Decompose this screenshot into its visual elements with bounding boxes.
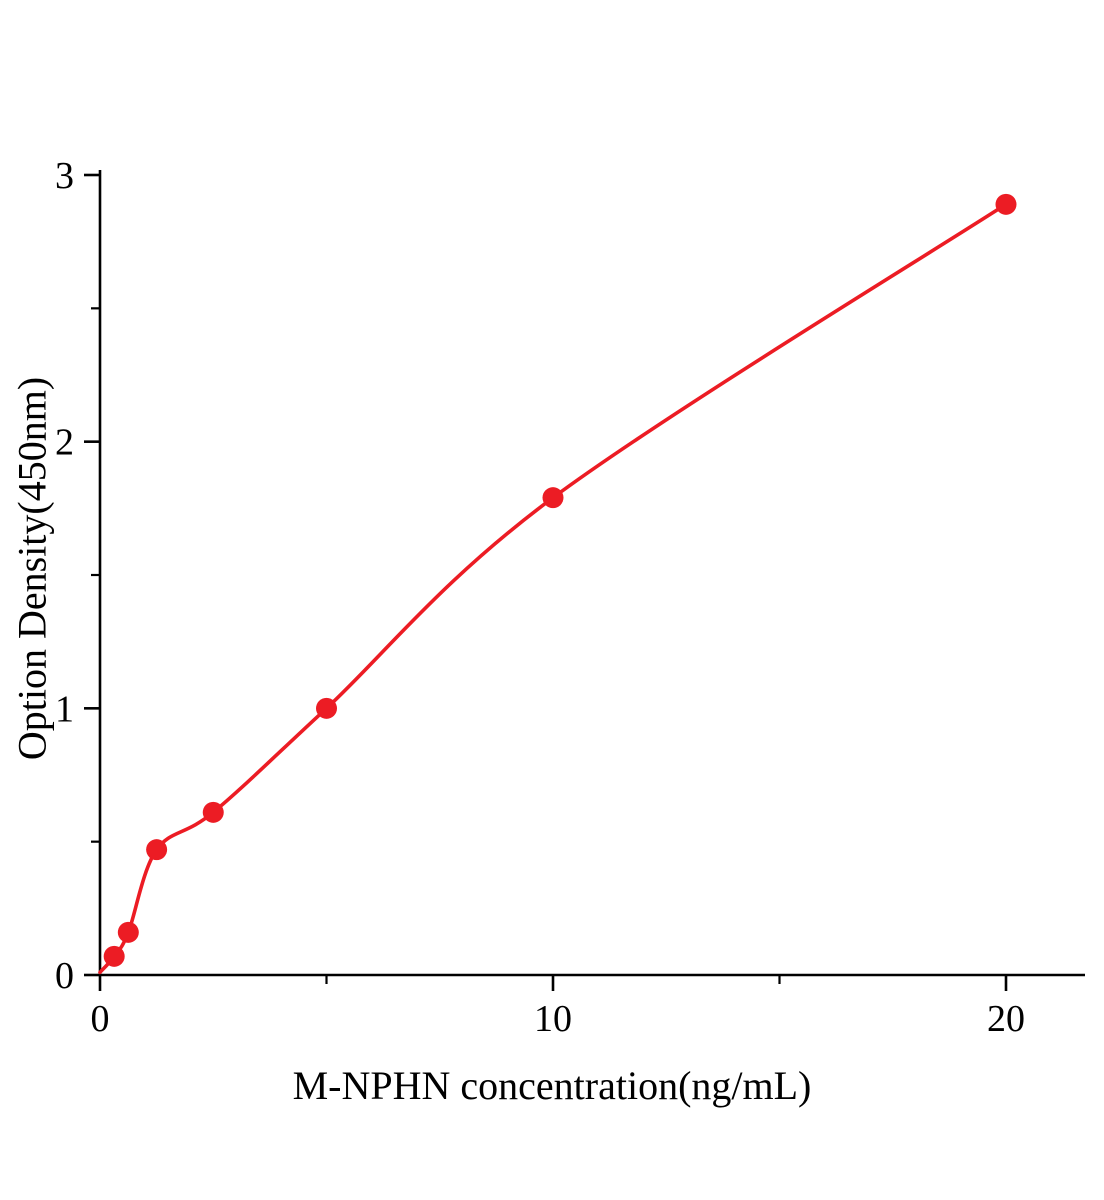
x-tick-label: 10: [534, 998, 572, 1040]
data-point: [542, 487, 564, 509]
y-axis-label-text: Option Density(450nm): [9, 376, 55, 761]
x-axis-label-text: M-NPHN concentration(ng/mL): [292, 1063, 812, 1108]
data-point: [146, 839, 168, 861]
fit-curve: [98, 202, 1008, 975]
x-axis-label: M-NPHN concentration(ng/mL): [0, 1062, 1104, 1109]
data-point: [316, 697, 337, 719]
data-point: [103, 945, 125, 967]
data-point: [995, 193, 1017, 215]
data-point: [117, 921, 139, 943]
data-point: [202, 801, 224, 823]
y-axis-label: Option Density(450nm): [9, 319, 56, 819]
y-tick-label: 1: [55, 688, 74, 730]
y-tick-label: 3: [55, 155, 74, 197]
x-tick-label: 20: [987, 998, 1025, 1040]
y-tick-label: 0: [55, 955, 74, 997]
y-tick-label: 2: [55, 422, 74, 464]
x-tick-label: 0: [91, 998, 110, 1040]
